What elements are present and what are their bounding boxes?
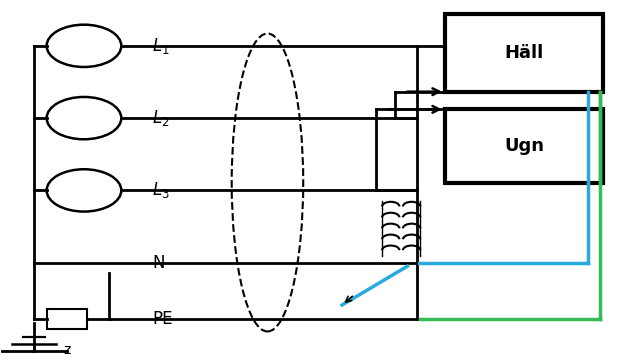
Bar [445,14,603,92]
Text: $L_3$: $L_3$ [152,181,170,200]
Bar [445,109,603,183]
Text: $L_2$: $L_2$ [152,108,170,128]
Text: Ugn: Ugn [504,137,544,155]
Text: PE: PE [152,310,173,328]
Bar [47,309,87,329]
Text: N: N [152,254,165,272]
Text: Häll: Häll [504,44,544,62]
Text: z: z [63,343,71,357]
Text: $L_1$: $L_1$ [152,36,170,56]
